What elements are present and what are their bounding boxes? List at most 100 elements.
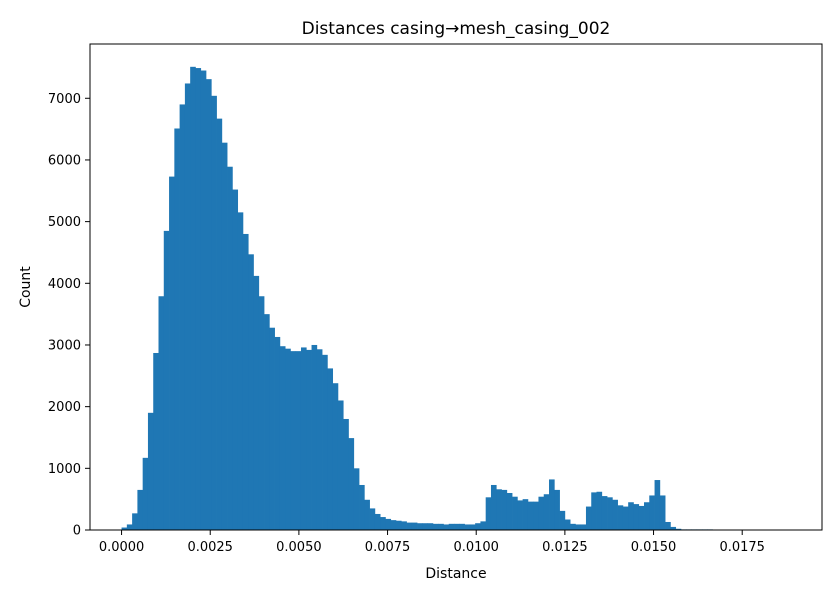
histogram-bar (126, 524, 133, 530)
x-axis-label: Distance (425, 566, 486, 582)
histogram-bar (485, 497, 492, 530)
histogram-bar (311, 344, 318, 530)
histogram-bar (401, 521, 407, 530)
histogram-bar (353, 468, 360, 530)
histogram-bar (285, 348, 291, 530)
histogram-bar (585, 506, 592, 530)
histogram-bar (374, 513, 381, 530)
histogram-bar (206, 79, 212, 531)
histogram-bar (411, 522, 418, 530)
histogram-bar (147, 412, 154, 530)
histogram-bar (169, 176, 175, 530)
histogram-bar (596, 491, 603, 530)
y-tick-label: 1000 (48, 462, 81, 477)
histogram-bar (570, 523, 576, 530)
histogram-bar (628, 502, 634, 530)
histogram-bar (607, 497, 613, 530)
histogram-bar (490, 484, 497, 530)
x-tick-label: 0.0025 (187, 540, 233, 555)
histogram-bar (464, 524, 471, 530)
histogram-bar (332, 383, 339, 530)
histogram-bar (591, 492, 597, 530)
histogram-bar (454, 523, 460, 530)
y-tick-label: 6000 (48, 153, 81, 168)
histogram-bar (670, 526, 677, 530)
histogram-bar (644, 502, 650, 530)
histogram-bar (422, 523, 428, 530)
y-tick-label: 4000 (48, 277, 81, 292)
histogram-bar (364, 499, 370, 530)
histogram-bar (543, 494, 550, 530)
y-axis-label: Count (18, 266, 34, 308)
histogram-bar (654, 480, 661, 530)
y-tick-label: 7000 (48, 92, 81, 107)
x-tick-label: 0.0075 (365, 540, 411, 555)
histogram-bar (248, 254, 254, 530)
histogram-bar (612, 499, 618, 530)
x-tick-label: 0.0000 (99, 540, 145, 555)
histogram-bar (665, 521, 671, 530)
histogram-bar (227, 166, 233, 531)
histogram-bar (580, 524, 587, 530)
histogram-bar (469, 524, 476, 530)
histogram-bar (279, 346, 286, 530)
y-tick-label: 2000 (48, 400, 81, 415)
histogram-bar (184, 83, 191, 530)
histogram-bar (675, 528, 682, 530)
histogram-bar (174, 128, 180, 531)
x-tick-label: 0.0175 (719, 540, 765, 555)
histogram-bar (237, 212, 244, 530)
histogram-bar (232, 189, 239, 531)
histogram-bar (538, 496, 545, 530)
histogram-bar (527, 501, 534, 530)
histogram-bar (269, 327, 275, 530)
histogram-bar (216, 118, 223, 530)
histogram-bar (496, 489, 502, 530)
histogram-bar (659, 495, 666, 530)
histogram-bar (432, 523, 439, 530)
bars-group (121, 66, 713, 531)
histogram-bar (475, 523, 481, 530)
histogram-bar (649, 495, 655, 530)
plot-frame (89, 43, 823, 531)
histogram-bar (195, 68, 202, 531)
histogram-bar (190, 66, 196, 530)
histogram-bar (438, 523, 444, 530)
histogram-bar (622, 506, 629, 530)
histogram-bar (633, 504, 640, 530)
histogram-bar (316, 349, 323, 530)
histogram-bar (385, 518, 392, 530)
histogram-bar (163, 230, 170, 530)
x-tick-label: 0.0050 (276, 540, 322, 555)
histogram-bar (506, 492, 513, 530)
histogram-bar (369, 508, 376, 530)
histogram-bar (327, 368, 334, 530)
histogram-bar (200, 70, 207, 531)
histogram-bar (480, 521, 487, 530)
x-tick-label: 0.0150 (631, 540, 677, 555)
histogram-bar (406, 522, 413, 530)
y-tick-label: 5000 (48, 215, 81, 230)
histogram-bar (153, 352, 159, 530)
histogram-bar (601, 496, 608, 530)
histogram-bar (617, 505, 624, 530)
histogram-bar (517, 500, 523, 530)
chart-title: Distances casing→mesh_casing_002 (302, 19, 611, 39)
histogram-bar (343, 418, 349, 530)
histogram-bar (395, 520, 402, 530)
histogram-bar (359, 484, 365, 530)
histogram-bar (322, 354, 328, 530)
histogram-bar (564, 519, 571, 530)
histogram-bar (137, 489, 144, 530)
histogram-bar (179, 104, 186, 530)
histogram-bar (443, 524, 450, 530)
x-tick-label: 0.0125 (542, 540, 588, 555)
histogram-bar (158, 296, 165, 530)
histogram-bar (121, 527, 128, 530)
histogram-bar (448, 523, 455, 530)
histogram-bar (306, 349, 312, 530)
x-tick-label: 0.0100 (453, 540, 499, 555)
histogram-bar (549, 479, 555, 530)
